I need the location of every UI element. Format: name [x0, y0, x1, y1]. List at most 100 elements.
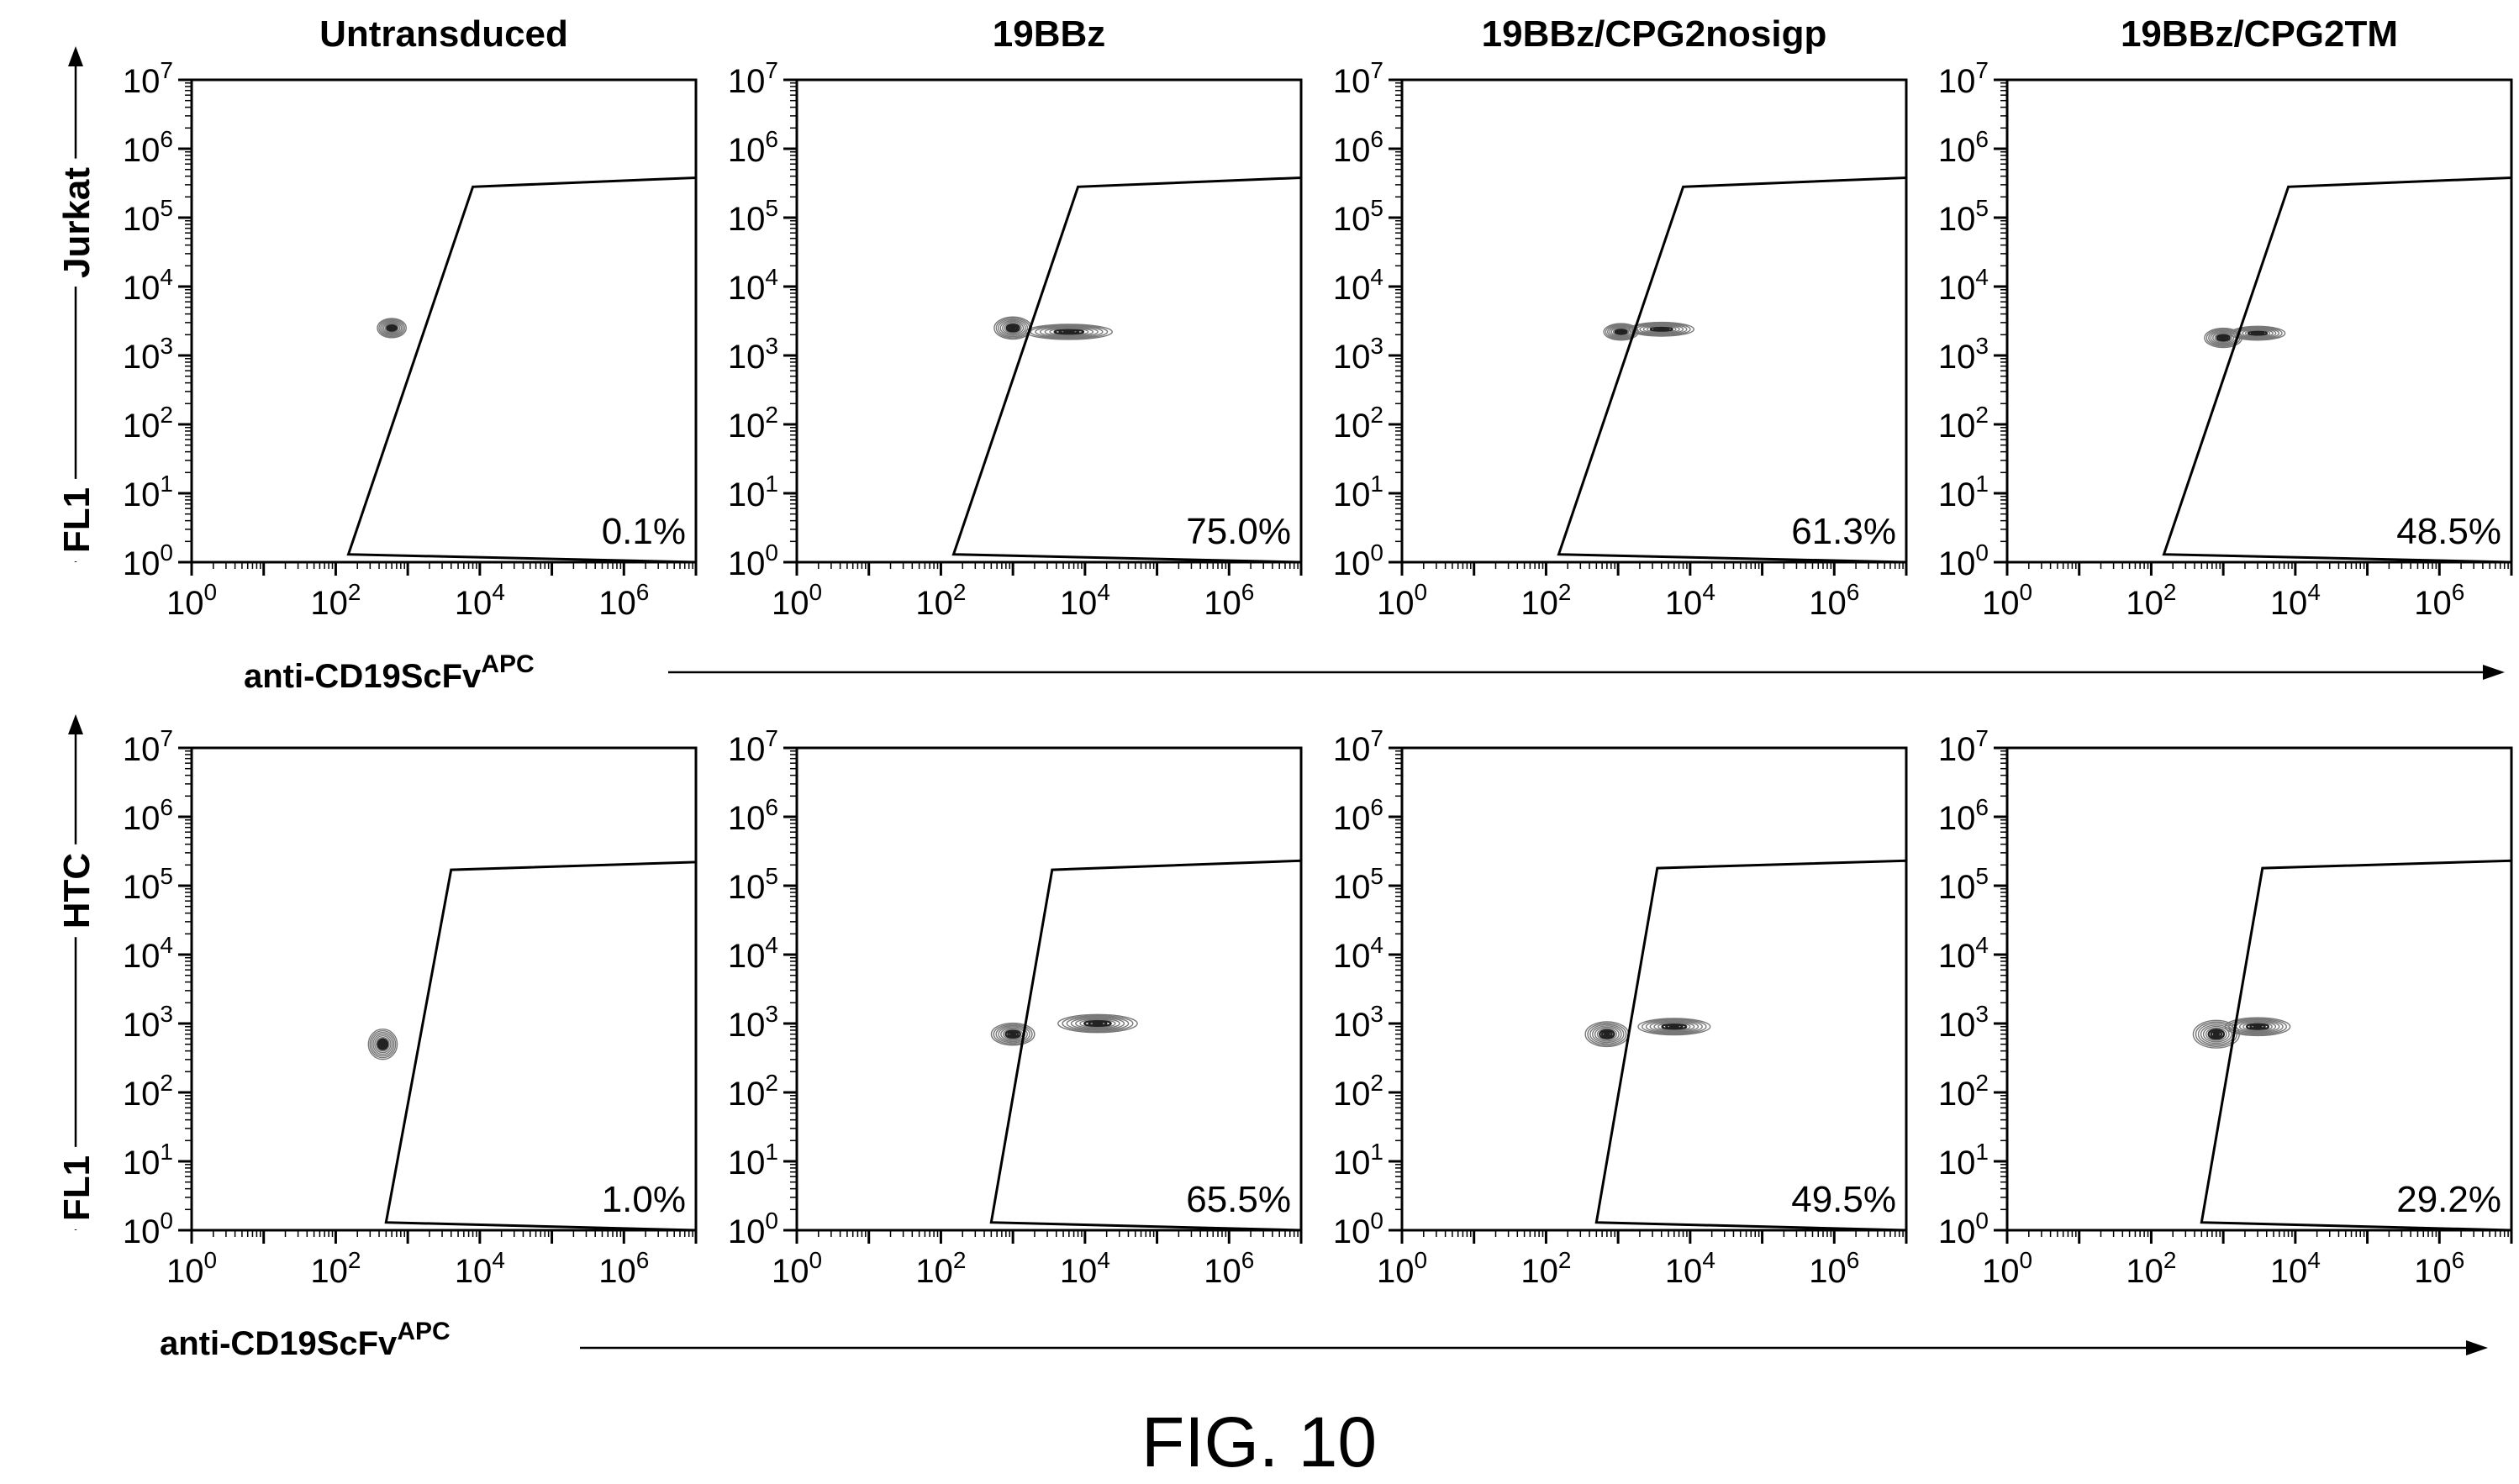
y-tick-label: 102	[728, 402, 778, 445]
contour-line	[376, 1036, 390, 1052]
contour-line	[367, 1028, 398, 1060]
contour-line	[2247, 329, 2269, 337]
y-tick-label: 102	[123, 1070, 173, 1113]
contour-line	[374, 1034, 392, 1054]
gate-percentage: 49.5%	[1791, 1179, 1896, 1220]
y-tick-label: 100	[728, 1208, 778, 1250]
column-title: Untransduced	[319, 13, 568, 55]
y-tick-label: 106	[123, 794, 173, 837]
y-tick-label: 102	[1333, 1070, 1383, 1113]
gate-polygon	[989, 859, 1303, 1232]
gate-polygon	[346, 176, 698, 564]
contour-line	[2242, 329, 2274, 338]
plot-panel: 100 101 102 103 104 105 106 107 100 102 104 106 48.5…	[1938, 57, 2513, 622]
gate-percentage: 61.3%	[1791, 511, 1896, 552]
contour-line	[1049, 328, 1089, 336]
contour-line	[1653, 1021, 1695, 1032]
x-tick-label: 100	[166, 579, 217, 622]
contour-line	[2242, 1022, 2273, 1032]
x-tick-label: 104	[2270, 1247, 2321, 1290]
y-tick-label: 107	[123, 57, 173, 100]
contour-line	[1007, 1030, 1020, 1038]
y-tick-label: 104	[1938, 932, 1989, 975]
plot-frame	[190, 746, 698, 1232]
contour-line	[1062, 1014, 1134, 1033]
x-tick-label: 106	[1809, 1247, 1859, 1290]
y-tick-label: 107	[123, 725, 173, 768]
contour-line	[387, 324, 397, 332]
y-tick-label: 105	[1938, 863, 1989, 906]
x-tick-label: 102	[1520, 1247, 1571, 1290]
contour-line	[1642, 324, 1680, 334]
label-mask	[53, 158, 101, 287]
y-tick-label: 106	[1333, 126, 1383, 169]
y-tick-label: 101	[123, 471, 173, 513]
y-tick-label: 102	[123, 402, 173, 445]
contour-line	[2200, 1024, 2232, 1045]
y-tick-label: 107	[728, 725, 778, 768]
contour-line	[1637, 1018, 1711, 1036]
contour-line	[381, 321, 403, 335]
contour-line	[2220, 335, 2227, 340]
contour-line	[1642, 1018, 1707, 1035]
x-tick-label: 102	[915, 1247, 966, 1290]
contour-line	[1035, 325, 1104, 339]
contour-line	[2205, 1027, 2227, 1041]
y-tick-label: 106	[1938, 794, 1989, 837]
y-tick-label: 103	[123, 1001, 173, 1044]
contour-line	[1649, 1020, 1700, 1034]
y-tick-label: 101	[123, 1139, 173, 1181]
x-tick-label: 102	[310, 579, 361, 622]
contour-line	[1044, 327, 1094, 337]
x-tick-label: 104	[455, 1247, 505, 1290]
x-tick-label: 100	[1982, 1247, 2032, 1290]
plot-panel: 100 101 102 103 104 105 106 107 100 102 104 106 65.5…	[728, 725, 1303, 1290]
contour-line	[2217, 334, 2229, 341]
contour-line	[1025, 324, 1113, 340]
plot-frame	[2005, 78, 2513, 564]
contour-line	[2236, 327, 2280, 339]
y-tick-label: 100	[123, 539, 173, 582]
gate-percentage: 48.5%	[2396, 511, 2501, 552]
x-tick-label: 100	[772, 1247, 822, 1290]
column-title: 19BBz	[993, 13, 1106, 55]
x-axis-title: anti-CD19ScFvAPC	[244, 650, 535, 695]
contour-line	[1009, 1032, 1017, 1037]
contour-line	[2202, 1025, 2230, 1043]
contour-line	[1587, 1022, 1627, 1046]
x-tick-label: 102	[1520, 579, 1571, 622]
contour-line	[1083, 1019, 1112, 1028]
contour-line	[2212, 331, 2235, 345]
plot-frame	[795, 746, 1303, 1232]
contour-line	[995, 1024, 1030, 1044]
y-tick-label: 107	[728, 57, 778, 100]
x-axis-arrowhead	[2466, 1340, 2488, 1355]
contour-line	[1594, 1026, 1620, 1042]
label-mask	[53, 478, 101, 562]
y-axis-arrowhead	[68, 714, 83, 734]
y-tick-label: 102	[1333, 402, 1383, 445]
gate-percentage: 29.2%	[2396, 1179, 2501, 1220]
contour-line	[1600, 1030, 1613, 1039]
y-tick-label: 103	[1333, 333, 1383, 376]
plot-panel: 100 101 102 103 104 105 106 107 100 102 104 106 29.2…	[1938, 725, 2513, 1290]
contour-line	[2207, 1029, 2226, 1040]
x-tick-label: 106	[2414, 1247, 2464, 1290]
y-tick-label: 107	[1938, 725, 1989, 768]
contour-line	[2232, 326, 2283, 340]
contour-line	[377, 1038, 389, 1050]
x-tick-label: 100	[166, 1247, 217, 1290]
y-tick-label: 106	[728, 794, 778, 837]
x-tick-label: 100	[1377, 579, 1427, 622]
y-tick-label: 104	[1333, 932, 1383, 975]
y-tick-label: 104	[728, 932, 778, 975]
plot-frame	[190, 78, 698, 564]
x-tick-label: 106	[2414, 579, 2464, 622]
y-tick-label: 102	[1938, 402, 1989, 445]
contour-line	[369, 1029, 397, 1059]
y-tick-label: 106	[1333, 794, 1383, 837]
contour-line	[1075, 1018, 1120, 1029]
contour-line	[1005, 323, 1020, 333]
y-tick-label: 100	[1333, 539, 1383, 582]
contour-line	[384, 323, 399, 334]
